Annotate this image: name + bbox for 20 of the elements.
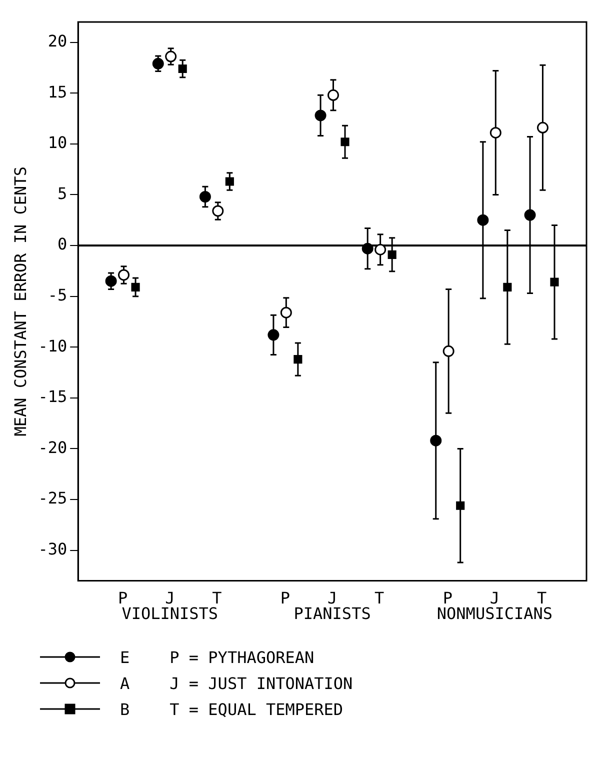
y-tick-label: 10 — [48, 133, 68, 152]
y-tick-label: -30 — [38, 539, 68, 558]
y-tick-label: 0 — [57, 234, 68, 254]
y-tick-label: -25 — [38, 488, 68, 508]
legend-label: B — [120, 700, 130, 718]
y-tick-label: -10 — [38, 336, 68, 356]
y-tick-label: 15 — [48, 82, 68, 102]
y-tick-label: 5 — [57, 184, 68, 203]
y-axis-title: MEAN CONSTANT ERROR IN CENTS — [10, 166, 30, 436]
legend-label: E — [120, 648, 130, 666]
text: T = EQUAL TEMPERED — [170, 698, 344, 720]
x-tick-label: P — [280, 588, 290, 608]
y-tick-label: -5 — [48, 285, 68, 304]
x-tick-label: T — [374, 588, 385, 608]
y-tick-label: -15 — [38, 387, 68, 406]
text: J = JUST INTONATION — [170, 672, 353, 694]
text: P = PYTHAGOREAN — [170, 646, 316, 668]
y-tick-label: -20 — [38, 438, 68, 457]
y-tick-label: 20 — [48, 31, 68, 50]
legend-label: A — [120, 674, 130, 692]
